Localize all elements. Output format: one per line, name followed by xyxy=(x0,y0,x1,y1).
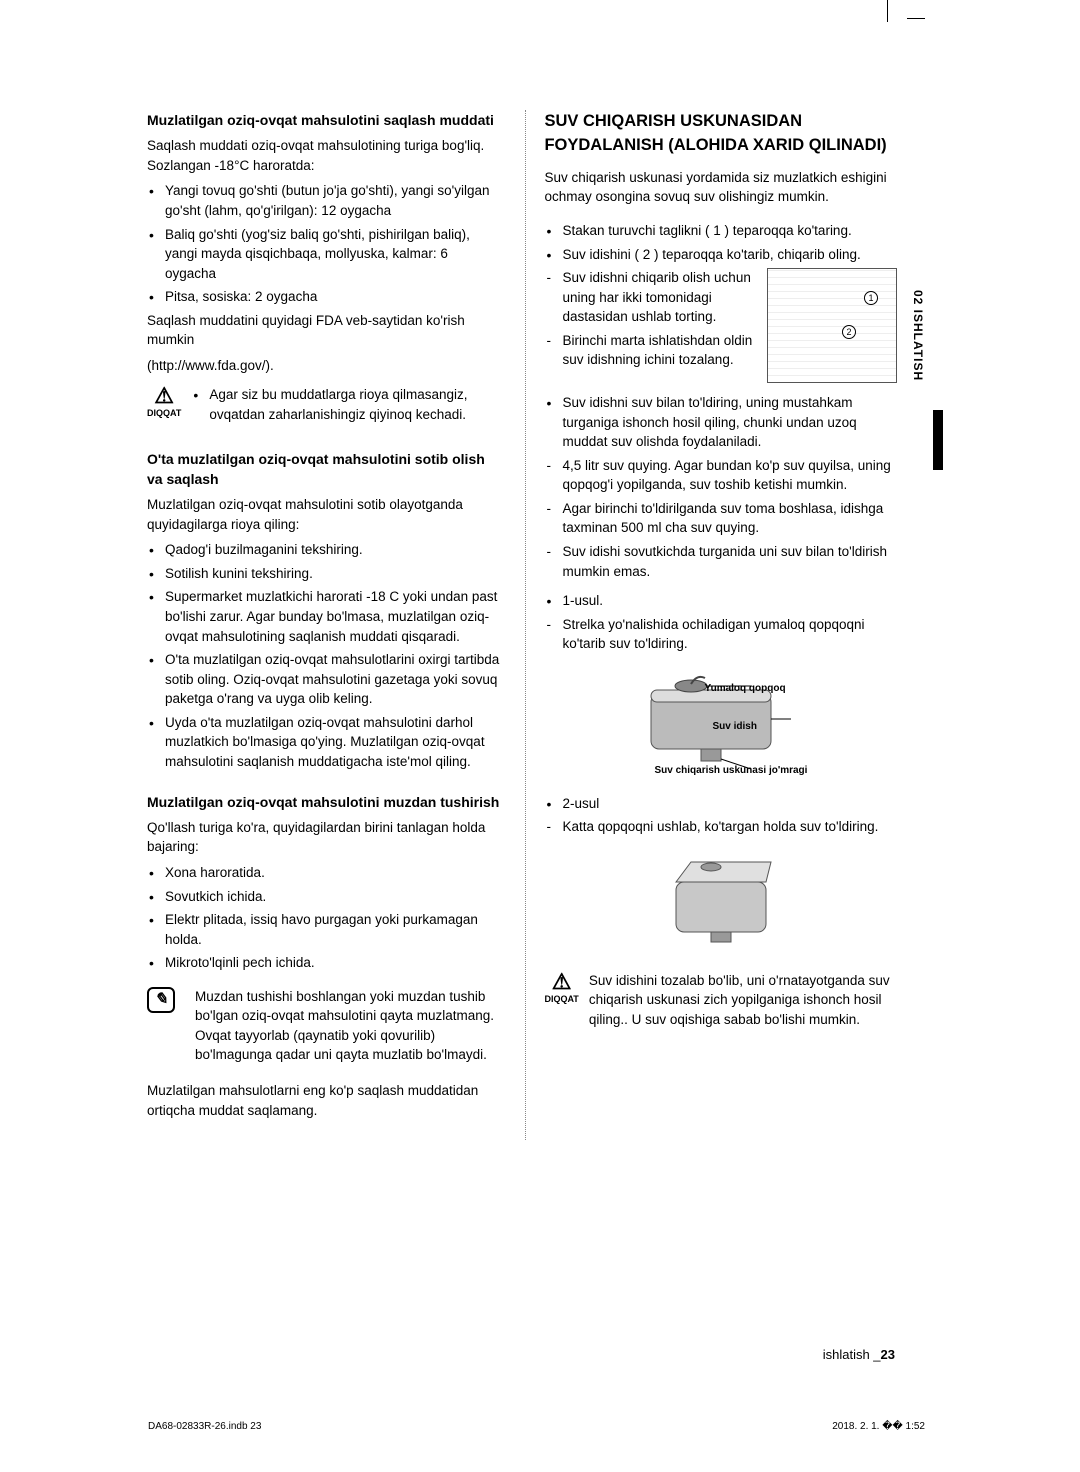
list-item: Baliq go'shti (yog'siz baliq go'shti, pi… xyxy=(147,225,501,284)
note-icon: ✎ xyxy=(147,987,175,1013)
list-item: Katta qopqoqni ushlab, ko'targan holda s… xyxy=(544,817,897,837)
list-item: Stakan turuvchi taglikni ( 1 ) teparoqqa… xyxy=(544,221,897,241)
caution-icon: ⚠ DIQQAT xyxy=(544,971,578,1006)
list-item: Strelka yo'nalishida ochiladigan yumaloq… xyxy=(544,615,897,654)
caution-label: DIQQAT xyxy=(544,993,578,1006)
list-item: Xona haroratida. xyxy=(147,863,501,883)
tank-diagram-2 xyxy=(544,847,897,953)
caution-label: DIQQAT xyxy=(147,407,181,420)
side-tab-bar xyxy=(933,410,943,470)
side-tab: 02 ISHLATISH xyxy=(911,290,925,381)
caution-text: Agar siz bu muddatlarga rioya qilmasangi… xyxy=(191,385,501,424)
list-item: Suv idishini ( 2 ) teparoqqa ko'tarib, c… xyxy=(544,245,897,265)
section-title: SUV CHIQARISH USKUNASIDAN FOYDALANISH (A… xyxy=(544,110,897,158)
diagram-label: Suv idish xyxy=(712,720,756,735)
list-item: Suv idishi sovutkichda turganida uni suv… xyxy=(544,542,897,581)
paragraph: Saqlash muddatini quyidagi FDA veb-sayti… xyxy=(147,311,501,350)
list-item: 2-usul xyxy=(544,794,897,814)
left-column: Muzlatilgan oziq-ovqat mahsulotini saqla… xyxy=(147,110,501,1140)
list-item: Mikroto'lqinli pech ichida. xyxy=(147,953,501,973)
section-storage-period: Muzlatilgan oziq-ovqat mahsulotini saqla… xyxy=(147,110,501,429)
right-column: SUV CHIQARISH USKUNASIDAN FOYDALANISH (A… xyxy=(525,110,897,1140)
list-item: Birinchi marta ishlatishdan oldin suv id… xyxy=(544,331,897,370)
paragraph: Muzlatilgan mahsulotlarni eng ko'p saqla… xyxy=(147,1081,501,1120)
heading: Muzlatilgan oziq-ovqat mahsulotini muzda… xyxy=(147,792,501,812)
warning-triangle-icon: ⚠ xyxy=(544,971,578,993)
list-item: Supermarket muzlatkichi harorati -18 C y… xyxy=(147,587,501,646)
paragraph: Muzlatilgan oziq-ovqat mahsulotini sotib… xyxy=(147,495,501,534)
list-item: Agar birinchi to'ldirilganda suv toma bo… xyxy=(544,499,897,538)
paragraph: (http://www.fda.gov/). xyxy=(147,356,501,376)
print-info-right: 2018. 2. 1. �� 1:52 xyxy=(832,1421,925,1432)
list-item: Suv idishni suv bilan to'ldiring, uning … xyxy=(544,393,897,452)
tank-diagram-1: Yumaloq qopqoq Suv idish Suv chiqarish u… xyxy=(544,664,897,774)
section-defrosting: Muzlatilgan oziq-ovqat mahsulotini muzda… xyxy=(147,792,501,1121)
side-tab-text: 02 ISHLATISH xyxy=(911,290,925,381)
paragraph: Saqlash muddati oziq-ovqat mahsulotining… xyxy=(147,136,501,175)
heading: Muzlatilgan oziq-ovqat mahsulotini saqla… xyxy=(147,110,501,130)
warning-triangle-icon: ⚠ xyxy=(147,385,181,407)
list-item: 1-usul. xyxy=(544,591,897,611)
tank-svg xyxy=(621,664,821,774)
list-item: Sovutkich ichida. xyxy=(147,887,501,907)
list-item: Elektr plitada, issiq havo purgagan yoki… xyxy=(147,910,501,949)
diagram-label: Yumaloq qopqoq xyxy=(704,682,785,697)
page-content: Muzlatilgan oziq-ovqat mahsulotini saqla… xyxy=(147,110,897,1140)
print-info-left: DA68-02833R-26.indb 23 xyxy=(148,1421,261,1432)
crop-mark xyxy=(887,0,888,22)
section-buying-storing: O'ta muzlatilgan oziq-ovqat mahsulotini … xyxy=(147,449,501,772)
diagram-label: Suv chiqarish uskunasi jo'mragi xyxy=(654,764,807,779)
tank2-svg xyxy=(656,847,786,947)
caution-icon: ⚠ DIQQAT xyxy=(147,385,181,420)
list-item: Sotilish kunini tekshiring. xyxy=(147,564,501,584)
list-item: Suv idishni chiqarib olish uchun uning h… xyxy=(544,268,897,327)
caution-text: Suv idishini tozalab bo'lib, uni o'rnata… xyxy=(589,971,897,1030)
crop-mark xyxy=(907,18,925,19)
page-footer: ishlatish _23 xyxy=(823,1347,895,1362)
page-number: 23 xyxy=(881,1347,895,1362)
paragraph: Suv chiqarish uskunasi yordamida siz muz… xyxy=(544,168,897,207)
list-item: Uyda o'ta muzlatilgan oziq-ovqat mahsulo… xyxy=(147,713,501,772)
note-text: Ovqat tayyorlab (qaynatib yoki qovurilib… xyxy=(195,1026,501,1065)
footer-label: ishlatish _ xyxy=(823,1347,881,1362)
paragraph: Qo'llash turiga ko'ra, quyidagilardan bi… xyxy=(147,818,501,857)
list-item: O'ta muzlatilgan oziq-ovqat mahsulotlari… xyxy=(147,650,501,709)
heading: O'ta muzlatilgan oziq-ovqat mahsulotini … xyxy=(147,449,501,490)
list-item: Yangi tovuq go'shti (butun jo'ja go'shti… xyxy=(147,181,501,220)
list-item: Pitsa, sosiska: 2 oygacha xyxy=(147,287,501,307)
list-item: Qadog'i buzilmaganini tekshiring. xyxy=(147,540,501,560)
list-item: 4,5 litr suv quying. Agar bundan ko'p su… xyxy=(544,456,897,495)
note-text: Muzdan tushishi boshlangan yoki muzdan t… xyxy=(195,987,501,1026)
